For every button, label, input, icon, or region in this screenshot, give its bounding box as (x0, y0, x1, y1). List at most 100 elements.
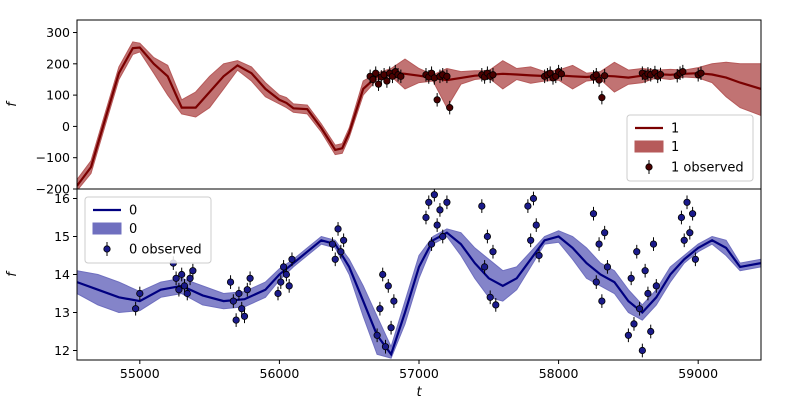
bottom-observed-point (691, 255, 699, 263)
bottom-legend-points-label: 0 observed (129, 243, 202, 258)
top-observed-point (443, 72, 451, 80)
top-observed-point (679, 68, 687, 76)
top-observed-point (598, 94, 606, 102)
bottom-observed-point (481, 263, 489, 271)
bottom-legend-box (84, 196, 212, 264)
bottom-observed-point (652, 282, 660, 290)
bottom-observed-point (433, 221, 441, 229)
bottom-observed-point (601, 229, 609, 237)
top-legend-point-swatch (645, 163, 653, 171)
bottom-observed-point (232, 316, 240, 324)
bottom-observed-point (486, 293, 494, 301)
bottom-observed-point (331, 255, 339, 263)
bottom-legend-line-label: 0 (129, 204, 137, 219)
bottom-legend-point-swatch (103, 245, 111, 253)
bottom-observed-point (680, 236, 688, 244)
xtick-label: 59000 (678, 366, 718, 381)
top-ytick-label: 200 (46, 56, 70, 71)
bottom-observed-point (443, 198, 451, 206)
bottom-observed-point (649, 240, 658, 248)
bottom-observed-point (529, 194, 538, 203)
bottom-ylabel: f (5, 270, 20, 277)
top-ylabel: f (5, 100, 20, 107)
bottom-observed-point (376, 305, 384, 313)
bottom-ytick-label: 16 (54, 191, 70, 206)
top-legend-line-label: 1 (671, 122, 679, 137)
bottom-observed-point (603, 263, 612, 271)
bottom-observed-point (285, 282, 293, 290)
bottom-observed-point (328, 240, 337, 248)
bottom-observed-point (229, 297, 237, 305)
bottom-observed-point (492, 301, 500, 309)
bottom-observed-point (683, 198, 691, 206)
bottom-observed-point (243, 286, 251, 294)
bottom-observed-point (624, 331, 632, 339)
bottom-observed-point (288, 255, 296, 263)
bottom-observed-point (373, 331, 381, 339)
bottom-observed-point (589, 210, 598, 218)
bottom-observed-point (183, 289, 191, 298)
xtick-label: 55000 (120, 366, 160, 381)
bottom-observed-point (641, 267, 649, 275)
top-observed-point (374, 80, 383, 88)
top-uncertainty-band (77, 41, 761, 189)
bottom-observed-point (390, 297, 398, 305)
bottom-observed-point (532, 221, 540, 229)
bottom-observed-point (630, 320, 638, 328)
bottom-observed-point (132, 305, 140, 313)
top-legend-box (626, 114, 754, 182)
top-observed-point (489, 71, 497, 79)
top-observed-point (397, 72, 405, 80)
bottom-observed-point (172, 274, 180, 282)
bottom-observed-point (384, 282, 392, 290)
xtick-label: 57000 (399, 366, 439, 381)
bottom-observed-point (478, 202, 486, 210)
bottom-legend: 0 0 0 observed (84, 196, 212, 264)
top-legend-band-label: 1 (671, 140, 679, 155)
bottom-observed-point (240, 312, 249, 320)
bottom-observed-point (644, 289, 652, 298)
bottom-observed-point (688, 210, 697, 218)
bottom-observed-point (180, 282, 189, 290)
top-observed-point (656, 70, 665, 79)
bottom-observed-point (524, 202, 532, 210)
bottom-observed-point (598, 297, 606, 305)
top-observed-point (383, 77, 391, 85)
top-observed-point (369, 75, 377, 84)
top-observed-point (372, 69, 380, 77)
top-ytick-label: −200 (36, 182, 70, 197)
bottom-observed-point (436, 206, 444, 214)
bottom-observed-point (430, 191, 438, 199)
bottom-observed-point (279, 263, 288, 271)
bottom-observed-point (422, 213, 430, 222)
bottom-observed-point (246, 274, 254, 282)
bottom-ytick-label: 15 (54, 229, 70, 244)
top-observed-point (557, 70, 565, 78)
bottom-legend-band-swatch (92, 222, 122, 235)
bottom-observed-point (527, 236, 535, 244)
bottom-observed-point (483, 232, 491, 241)
bottom-observed-point (337, 248, 345, 256)
bottom-observed-point (489, 248, 497, 256)
bottom-observed-point (677, 213, 686, 222)
bottom-observed-point (592, 278, 600, 286)
top-observed-point (601, 72, 609, 80)
xtick-label: 56000 (260, 366, 300, 381)
bottom-observed-point (136, 289, 144, 298)
bottom-observed-point (425, 198, 433, 206)
xtick-label: 58000 (539, 366, 579, 381)
bottom-observed-point (595, 240, 603, 248)
bottom-observed-point (633, 248, 641, 256)
top-observed-point (697, 69, 705, 77)
bottom-observed-point (647, 327, 655, 336)
bottom-observed-point (238, 305, 246, 313)
top-ytick-label: 0 (62, 119, 70, 134)
top-ytick-label: −100 (36, 150, 70, 165)
bottom-ytick-label: 14 (54, 267, 70, 282)
bottom-legend-band-label: 0 (129, 222, 137, 237)
bottom-observed-point (235, 289, 243, 298)
bottom-observed-point (379, 270, 387, 279)
bottom-observed-point (627, 274, 635, 282)
